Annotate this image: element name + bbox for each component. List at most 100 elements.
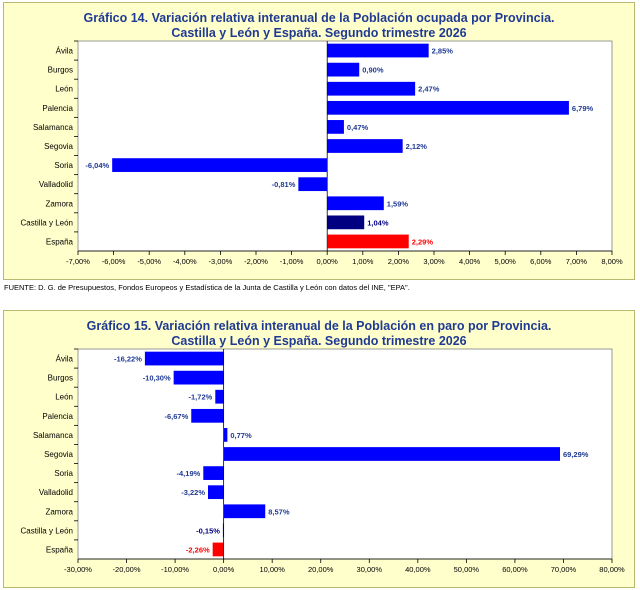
data-label: 2,12% bbox=[406, 142, 428, 151]
source-note: FUENTE: D. G. de Presupuestos, Fondos Eu… bbox=[4, 283, 410, 292]
x-tick-label: 80,00% bbox=[599, 565, 625, 574]
category-label: Valladolid bbox=[39, 180, 73, 189]
category-label: Palencia bbox=[42, 104, 73, 113]
data-label: 0,90% bbox=[362, 66, 384, 75]
x-tick-label: -3,00% bbox=[209, 257, 233, 266]
x-tick-label: -10,00% bbox=[161, 565, 189, 574]
x-tick-label: 70,00% bbox=[551, 565, 577, 574]
category-label: Segovia bbox=[44, 142, 73, 151]
bar bbox=[298, 177, 328, 192]
data-label: 0,77% bbox=[230, 431, 252, 440]
x-tick-label: -4,00% bbox=[173, 257, 197, 266]
bar bbox=[208, 485, 224, 500]
bar bbox=[173, 370, 224, 385]
x-tick-label: -2,00% bbox=[244, 257, 268, 266]
data-label: -2,26% bbox=[186, 545, 210, 554]
category-label: León bbox=[55, 85, 73, 94]
category-label: Palencia bbox=[42, 412, 73, 421]
category-label: Ávila bbox=[56, 355, 74, 364]
x-tick-label: 1,00% bbox=[352, 257, 374, 266]
bar-chart-ocupada: -7,00% -6,00% -5,00% -4,00% -3,00% -2,00% -1,0… bbox=[21, 40, 623, 266]
data-label: 2,85% bbox=[432, 47, 454, 56]
data-label: -16,22% bbox=[114, 355, 142, 364]
bar bbox=[327, 43, 429, 58]
data-label: 8,57% bbox=[268, 507, 290, 516]
x-tick-label: 50,00% bbox=[454, 565, 480, 574]
x-tick-label: 5,00% bbox=[495, 257, 517, 266]
data-label: -6,67% bbox=[164, 412, 188, 421]
bar-chart-paro: -30,00% -20,00% -10,00% 0,00% 10,00% 20,00% 30… bbox=[21, 348, 625, 574]
bar bbox=[327, 215, 365, 230]
bar bbox=[223, 447, 561, 461]
data-label: -10,30% bbox=[143, 374, 171, 383]
category-label: Soria bbox=[54, 161, 73, 170]
x-tick-label: -30,00% bbox=[64, 565, 92, 574]
bar bbox=[327, 196, 384, 211]
x-tick-label: -1,00% bbox=[280, 257, 304, 266]
bar bbox=[327, 234, 409, 249]
bar bbox=[327, 81, 416, 96]
chart-title-block: Gráfico 15. Variación relativa interanua… bbox=[4, 319, 634, 349]
data-label: 1,59% bbox=[387, 199, 409, 208]
data-label: 6,79% bbox=[572, 104, 594, 113]
chart-title: Gráfico 15. Variación relativa interanua… bbox=[86, 319, 552, 333]
x-tick-label: -7,00% bbox=[66, 257, 90, 266]
bar bbox=[327, 100, 569, 115]
data-label: 0,47% bbox=[347, 123, 369, 132]
bar bbox=[112, 158, 328, 172]
category-label: Castilla y León bbox=[21, 218, 73, 227]
category-label: Burgos bbox=[48, 66, 73, 75]
category-label: Salamanca bbox=[33, 431, 74, 440]
category-label: Zamora bbox=[45, 507, 73, 516]
x-tick-label: -5,00% bbox=[137, 257, 161, 266]
category-label: Burgos bbox=[48, 374, 73, 383]
data-label: 69,29% bbox=[563, 450, 589, 459]
x-tick-label: 60,00% bbox=[502, 565, 528, 574]
x-tick-label: 40,00% bbox=[405, 565, 431, 574]
chart-subtitle: Castilla y León y España. Segundo trimes… bbox=[171, 334, 467, 348]
x-tick-label: 20,00% bbox=[308, 565, 334, 574]
data-label: -6,04% bbox=[85, 161, 109, 170]
bar bbox=[215, 389, 224, 404]
x-tick-label: 4,00% bbox=[459, 257, 481, 266]
category-label: Salamanca bbox=[33, 123, 74, 132]
bar bbox=[222, 523, 224, 538]
bar bbox=[191, 408, 224, 423]
bar bbox=[223, 428, 228, 442]
x-tick-label: 8,00% bbox=[601, 257, 623, 266]
bar bbox=[327, 120, 344, 134]
bar bbox=[327, 139, 403, 153]
x-tick-label: -6,00% bbox=[102, 257, 126, 266]
data-label: 2,29% bbox=[412, 237, 434, 246]
category-label: Zamora bbox=[45, 199, 73, 208]
data-label: 2,47% bbox=[418, 85, 440, 94]
category-label: Castilla y León bbox=[21, 526, 73, 535]
category-label: Segovia bbox=[44, 450, 73, 459]
chart-title-block: Gráfico 14. Variación relativa interanua… bbox=[4, 11, 634, 41]
category-label: España bbox=[46, 237, 74, 246]
data-label: -0,15% bbox=[196, 526, 220, 535]
x-tick-label: 6,00% bbox=[530, 257, 552, 266]
category-label: España bbox=[46, 545, 74, 554]
category-label: León bbox=[55, 393, 73, 402]
category-label: Valladolid bbox=[39, 488, 73, 497]
x-tick-label: 30,00% bbox=[357, 565, 383, 574]
data-label: -1,72% bbox=[189, 393, 213, 402]
data-label: -3,22% bbox=[181, 488, 205, 497]
chart-title: Gráfico 14. Variación relativa interanua… bbox=[83, 11, 555, 25]
x-tick-label: 0,00% bbox=[213, 565, 235, 574]
x-tick-label: 2,00% bbox=[388, 257, 410, 266]
bar bbox=[212, 542, 224, 557]
x-tick-label: 7,00% bbox=[566, 257, 588, 266]
data-label: 1,04% bbox=[367, 218, 389, 227]
category-label: Ávila bbox=[56, 47, 74, 56]
data-label: -4,19% bbox=[177, 469, 201, 478]
chart-subtitle: Castilla y León y España. Segundo trimes… bbox=[171, 26, 467, 40]
category-label: Soria bbox=[54, 469, 73, 478]
data-label: -0,81% bbox=[272, 180, 296, 189]
x-tick-label: 0,00% bbox=[317, 257, 339, 266]
bar bbox=[327, 62, 360, 77]
bar bbox=[223, 504, 266, 519]
chart-panel-ocupada: Gráfico 14. Variación relativa interanua… bbox=[3, 2, 635, 280]
x-tick-label: 3,00% bbox=[423, 257, 445, 266]
